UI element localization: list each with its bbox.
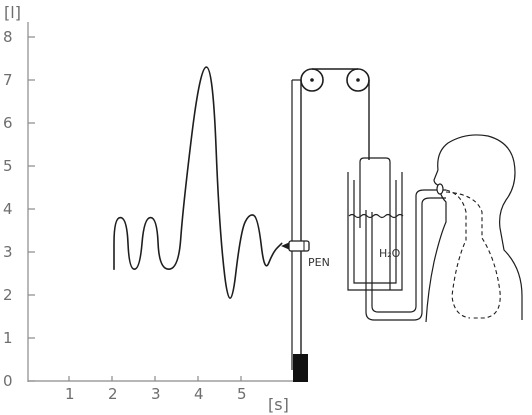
water-surface [348,213,404,219]
pen-icon [281,240,310,252]
x-tick-label-5: 5 [237,385,247,403]
pen-label: PEN [308,256,330,269]
x-axis-unit: [s] [268,395,289,414]
right-pulley-axle [356,78,360,82]
water-label: H₂O [379,247,401,260]
bell [359,157,391,290]
volume-trace [113,66,283,299]
y-tick-label-3: 3 [3,243,13,261]
y-tick-label-2: 2 [3,286,13,304]
x-tick-label-1: 1 [65,385,75,403]
x-tick-label-3: 3 [151,385,161,403]
inhale-tube [365,197,446,321]
airway-left [445,189,471,319]
y-tick-label-8: 8 [3,28,13,46]
left-pulley-axle [310,78,314,82]
inner-tank [353,180,397,284]
head-outline [437,134,523,320]
outer-tank [347,172,403,291]
counterweight [293,354,308,382]
axes: 0 1 2 3 4 5 6 7 8 1 2 3 4 5 [l] [s] [3,3,296,414]
pulley-system [291,68,370,382]
y-tick-label-4: 4 [3,200,13,218]
airway-right [445,191,501,319]
y-axis-unit: [l] [4,3,21,22]
person-figure [425,134,523,323]
exhale-tube [371,189,446,313]
spirometer-vessel: H₂O [347,157,446,321]
y-tick-group: 0 1 2 3 4 5 6 7 8 [3,28,35,390]
y-tick-label-6: 6 [3,114,13,132]
y-tick-label-7: 7 [3,71,13,89]
face-outline [425,169,447,323]
y-tick-label-0: 0 [3,372,13,390]
y-tick-label-1: 1 [3,329,13,347]
x-tick-label-2: 2 [108,385,118,403]
mouthpiece [436,183,444,195]
x-tick-label-4: 4 [194,385,204,403]
y-tick-label-5: 5 [3,157,13,175]
x-tick-group: 1 2 3 4 5 [65,376,247,403]
